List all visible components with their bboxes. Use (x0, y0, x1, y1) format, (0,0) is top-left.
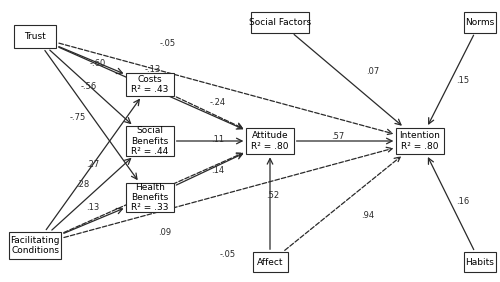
Text: .15: .15 (456, 76, 469, 85)
Text: -.75: -.75 (70, 113, 86, 122)
Text: Social Factors: Social Factors (249, 18, 311, 27)
FancyBboxPatch shape (126, 183, 174, 212)
FancyBboxPatch shape (252, 252, 288, 272)
FancyBboxPatch shape (9, 232, 61, 259)
FancyBboxPatch shape (252, 12, 309, 33)
Text: .94: .94 (361, 211, 374, 220)
Text: .13: .13 (86, 203, 99, 212)
Text: Habits: Habits (466, 258, 494, 267)
Text: .28: .28 (76, 180, 89, 189)
Text: .57: .57 (331, 132, 344, 141)
Text: -.60: -.60 (90, 59, 106, 68)
Text: .27: .27 (86, 160, 99, 169)
Text: -.05: -.05 (160, 39, 176, 48)
Text: .11: .11 (211, 135, 224, 144)
Text: Affect: Affect (257, 258, 283, 267)
FancyBboxPatch shape (464, 252, 496, 272)
FancyBboxPatch shape (14, 25, 56, 48)
Text: .52: .52 (266, 191, 279, 201)
Text: Health
Benefits
R² = .33: Health Benefits R² = .33 (131, 182, 169, 212)
Text: -.13: -.13 (144, 65, 160, 74)
Text: .16: .16 (456, 197, 469, 206)
FancyBboxPatch shape (464, 12, 496, 33)
Text: .07: .07 (366, 67, 379, 76)
Text: .09: .09 (158, 228, 172, 237)
Text: .14: .14 (211, 166, 224, 175)
Text: Intention
R² = .80: Intention R² = .80 (400, 131, 440, 151)
Text: Attitude
R² = .80: Attitude R² = .80 (252, 131, 289, 151)
FancyBboxPatch shape (126, 126, 174, 156)
Text: -.24: -.24 (210, 98, 226, 107)
Text: -.05: -.05 (220, 250, 236, 259)
Text: Trust: Trust (24, 32, 46, 41)
Text: Facilitating
Conditions: Facilitating Conditions (10, 236, 60, 255)
FancyBboxPatch shape (126, 73, 174, 96)
Text: -.56: -.56 (81, 81, 97, 91)
Text: Norms: Norms (466, 18, 494, 27)
Text: Costs
R² = .43: Costs R² = .43 (132, 75, 168, 94)
Text: Social
Benefits
R² = .44: Social Benefits R² = .44 (132, 126, 168, 156)
FancyBboxPatch shape (396, 127, 444, 155)
FancyBboxPatch shape (246, 127, 294, 155)
